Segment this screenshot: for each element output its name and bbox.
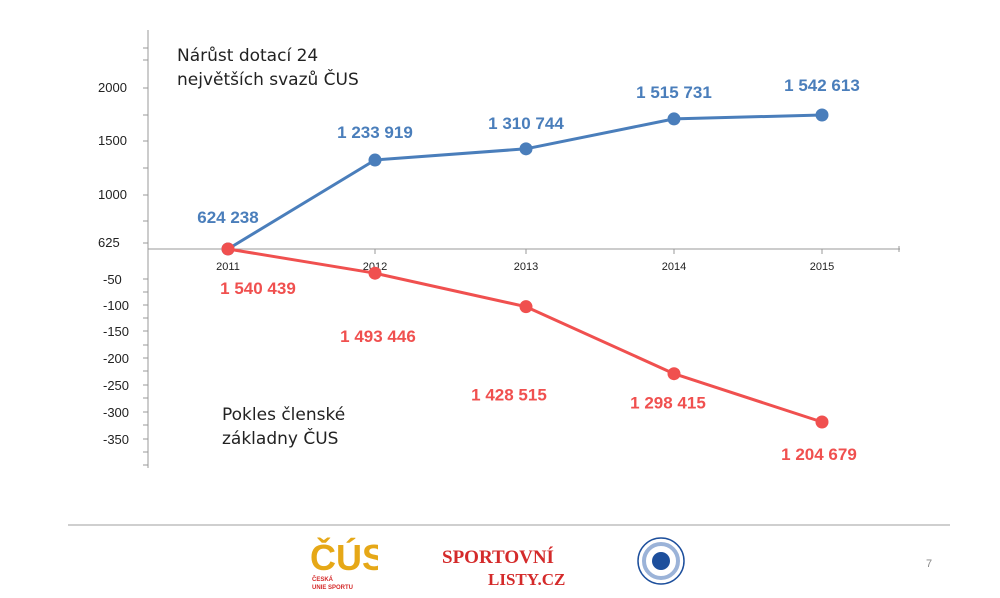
y-tick-label: -250 — [103, 378, 129, 393]
data-label: 1 428 515 — [471, 386, 547, 405]
series-caption: základny ČUS — [222, 427, 338, 449]
data-labels: 624 238 1 233 919 1 310 744 1 515 731 1 542 … — [197, 76, 860, 464]
y-tick-label: 1500 — [98, 133, 127, 148]
data-point — [368, 153, 382, 167]
y-tick-label: 625 — [98, 235, 120, 250]
x-tick-label: 2014 — [662, 261, 686, 273]
data-point — [519, 300, 533, 314]
y-tick-label: -350 — [103, 432, 129, 447]
data-point — [667, 367, 681, 381]
y-tick-label: 2000 — [98, 80, 127, 95]
data-label: 1 310 744 — [488, 114, 564, 133]
data-label: 1 204 679 — [781, 445, 857, 464]
line-chart: 2000 1500 1000 625 -50 -100 -150 -200 -250 -300 -3… — [98, 30, 900, 468]
y-tick-label: -300 — [103, 405, 129, 420]
series-caption: největších svazů ČUS — [177, 68, 359, 90]
cus-logo-subtitle-2: UNIE SPORTU — [312, 585, 353, 591]
data-point — [815, 108, 829, 122]
axes: 2000 1500 1000 625 -50 -100 -150 -200 -250 -300 -3… — [98, 30, 900, 468]
data-point — [667, 112, 681, 126]
cus-logo-subtitle-1: ČESKÁ — [312, 576, 334, 583]
x-tick-label: 2013 — [514, 261, 538, 273]
data-label: 1 298 415 — [630, 394, 706, 413]
series-caption: Nárůst dotací 24 — [177, 46, 318, 66]
sl-logo-line2: LISTY.CZ — [488, 570, 565, 589]
data-point — [519, 142, 533, 156]
cus-logo-mark: ČÚS — [310, 536, 378, 578]
data-point — [221, 242, 235, 256]
x-tick-label: 2011 — [216, 261, 240, 273]
series-caption: Pokles členské — [222, 405, 345, 425]
y-tick-label: 1000 — [98, 187, 127, 202]
data-label: 1 540 439 — [220, 279, 296, 298]
data-point — [815, 415, 829, 429]
page-number: 7 — [926, 558, 933, 570]
series — [221, 108, 829, 429]
data-label: 1 542 613 — [784, 76, 860, 95]
cus-logo: ČÚS ČESKÁ UNIE SPORTU — [308, 532, 386, 592]
data-label: 1 233 919 — [337, 123, 413, 142]
footer-divider — [68, 524, 950, 526]
data-point — [368, 266, 382, 280]
series-line — [227, 113, 823, 251]
y-tick-label: -100 — [103, 298, 129, 313]
round-seal-logo — [636, 536, 686, 586]
y-tick-label: -50 — [103, 272, 122, 287]
data-label: 624 238 — [197, 208, 258, 227]
y-tick-label: -200 — [103, 351, 129, 366]
sl-logo-line1: SPORTOVNÍ — [442, 546, 554, 568]
sportovni-listy-logo: SPORTOVNÍ LISTY.CZ — [440, 545, 590, 590]
data-label: 1 515 731 — [636, 83, 712, 102]
y-tick-label: -150 — [103, 324, 129, 339]
x-tick-label: 2015 — [810, 261, 834, 273]
data-label: 1 493 446 — [340, 327, 416, 346]
